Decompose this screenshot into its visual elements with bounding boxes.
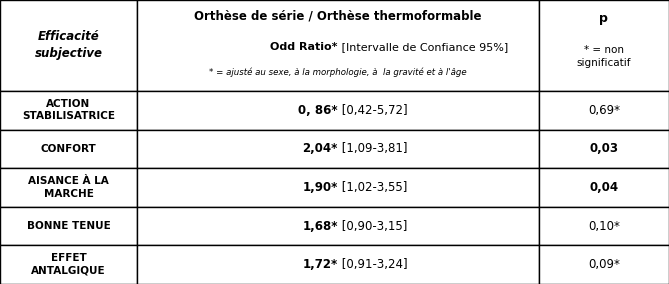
Text: [1,02-3,55]: [1,02-3,55] <box>338 181 407 194</box>
Text: 0,04: 0,04 <box>589 181 618 194</box>
Text: 0,09*: 0,09* <box>588 258 619 271</box>
Text: BONNE TENUE: BONNE TENUE <box>27 221 110 231</box>
Bar <box>0 0 137 91</box>
Bar <box>539 0 669 91</box>
Bar <box>137 91 539 130</box>
Bar <box>137 0 539 91</box>
Text: 1,68*: 1,68* <box>302 220 338 233</box>
Bar <box>539 91 669 130</box>
Text: Efficacité
subjective: Efficacité subjective <box>35 30 102 60</box>
Text: Odd Ratio*: Odd Ratio* <box>270 42 338 52</box>
Text: [0,91-3,24]: [0,91-3,24] <box>338 258 407 271</box>
Bar <box>0 207 137 245</box>
Bar <box>137 130 539 168</box>
Text: [0,90-3,15]: [0,90-3,15] <box>338 220 407 233</box>
Bar <box>0 245 137 284</box>
Text: 1,72*: 1,72* <box>302 258 338 271</box>
Text: 0,03: 0,03 <box>589 142 618 155</box>
Bar <box>137 207 539 245</box>
Bar <box>539 245 669 284</box>
Bar <box>539 168 669 207</box>
Text: [0,42-5,72]: [0,42-5,72] <box>338 104 407 117</box>
Text: ACTION
STABILISATRICE: ACTION STABILISATRICE <box>22 99 115 121</box>
Text: p: p <box>599 12 608 25</box>
Text: 0,10*: 0,10* <box>588 220 619 233</box>
Bar <box>0 168 137 207</box>
Bar <box>137 168 539 207</box>
Text: AISANCE À LA
MARCHE: AISANCE À LA MARCHE <box>28 176 109 199</box>
Text: Orthèse de série / Orthèse thermoformable: Orthèse de série / Orthèse thermoformabl… <box>194 10 482 23</box>
Text: 1,90*: 1,90* <box>302 181 338 194</box>
Bar <box>137 245 539 284</box>
Bar <box>0 130 137 168</box>
Text: 0,69*: 0,69* <box>588 104 619 117</box>
Text: 2,04*: 2,04* <box>302 142 338 155</box>
Text: 0, 86*: 0, 86* <box>298 104 338 117</box>
Text: [1,09-3,81]: [1,09-3,81] <box>338 142 407 155</box>
Text: CONFORT: CONFORT <box>41 144 96 154</box>
Text: [Intervalle de Confiance 95%]: [Intervalle de Confiance 95%] <box>338 42 508 52</box>
Bar <box>539 207 669 245</box>
Bar <box>539 130 669 168</box>
Text: * = ajusté au sexe, à la morphologie, à  la gravité et à l'âge: * = ajusté au sexe, à la morphologie, à … <box>209 68 467 78</box>
Text: * = non
significatif: * = non significatif <box>577 45 631 68</box>
Text: EFFET
ANTALGIQUE: EFFET ANTALGIQUE <box>31 254 106 276</box>
Bar <box>0 91 137 130</box>
